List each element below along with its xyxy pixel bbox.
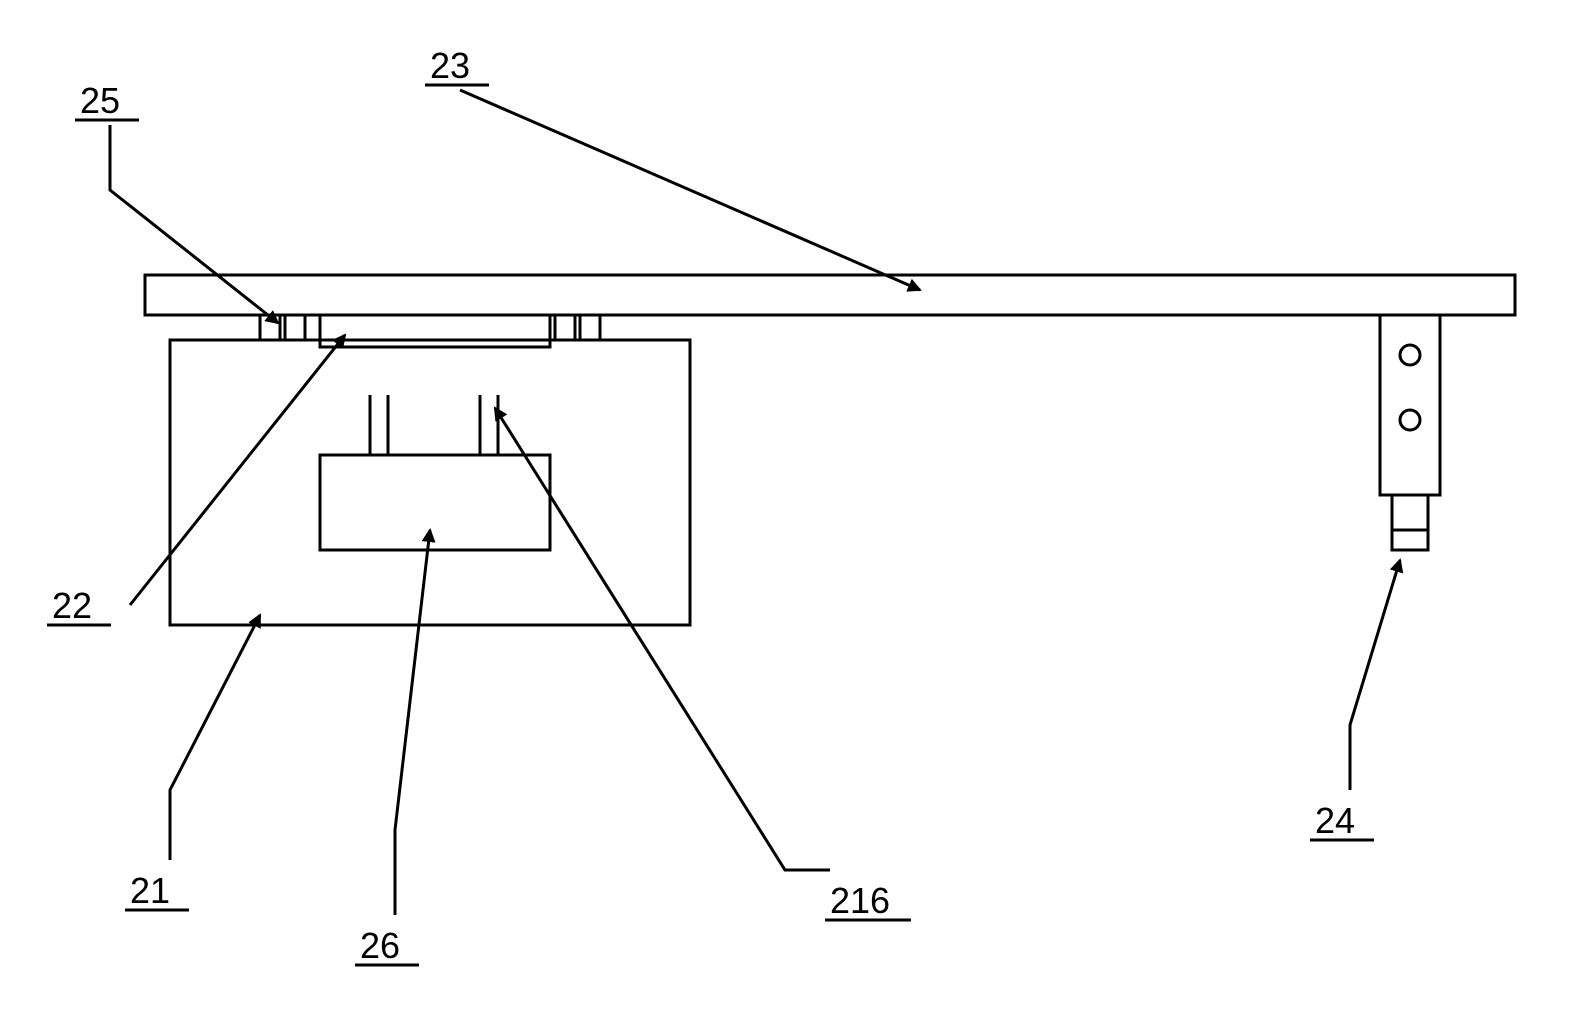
callout-leader-23 [460, 90, 920, 290]
callout-label-21: 21 [130, 870, 170, 912]
callout-leader-22 [130, 335, 345, 605]
technical-diagram: 23 25 22 21 26 216 24 [0, 0, 1587, 1020]
diagram-svg [0, 0, 1587, 1020]
callout-label-216: 216 [830, 880, 890, 922]
callout-label-24: 24 [1315, 800, 1355, 842]
callout-label-25: 25 [80, 80, 120, 122]
callout-label-23: 23 [430, 45, 470, 87]
callout-label-26: 26 [360, 925, 400, 967]
callout-leader-26 [395, 530, 430, 915]
callout-leader-21 [170, 615, 260, 860]
callout-label-22: 22 [52, 585, 92, 627]
callout-leader-216 [495, 408, 830, 870]
callout-leader-24 [1350, 560, 1400, 790]
callout-leader-25 [110, 125, 278, 323]
